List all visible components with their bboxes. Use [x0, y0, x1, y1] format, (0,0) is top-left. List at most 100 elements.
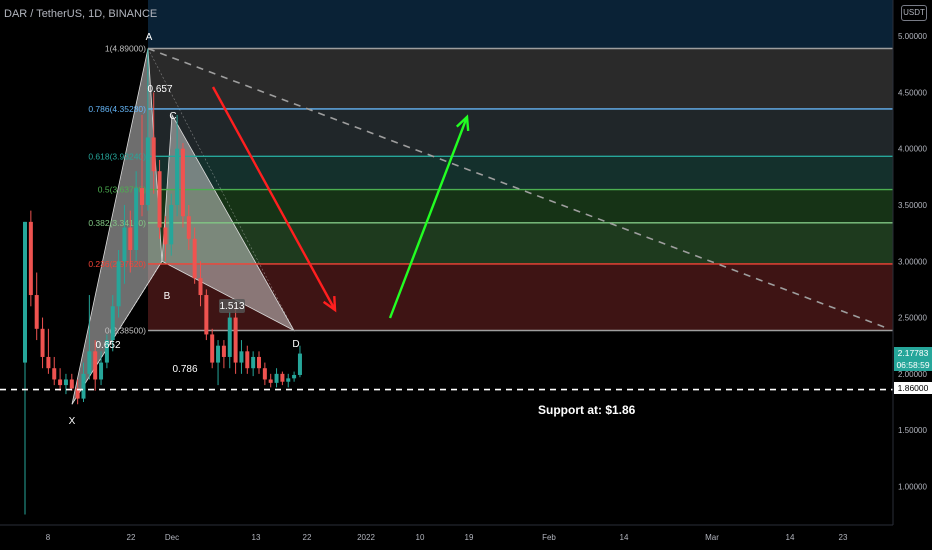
candle [180, 143, 185, 228]
candle [122, 204, 127, 284]
candle-body [233, 317, 238, 363]
symbol-title[interactable]: DAR / TetherUS, 1D, BINANCE [4, 8, 158, 20]
candle [46, 328, 51, 374]
ratio-label-cd: 1.513 [219, 301, 244, 312]
candle [245, 345, 250, 374]
time-tick-label: Mar [705, 533, 719, 542]
candle [134, 171, 139, 262]
candle [239, 340, 244, 374]
pattern-point-X: X [69, 416, 76, 427]
candle [186, 204, 191, 251]
time-tick-label: 23 [839, 533, 848, 542]
candle [99, 351, 104, 386]
candle-body [286, 378, 291, 382]
candle-body [180, 148, 185, 217]
candle-body [157, 171, 162, 228]
candle-body [257, 356, 261, 369]
bearish-arrow-shaft [211, 86, 337, 311]
price-tick-label: 5.00000 [898, 32, 927, 41]
candle-body [251, 356, 256, 369]
candle-body [163, 227, 168, 245]
candle [110, 295, 115, 352]
candle-body [280, 373, 285, 382]
candle-body [221, 345, 226, 357]
candle [268, 373, 273, 388]
candle-body [140, 188, 144, 205]
fib-zone-top [148, 0, 893, 49]
candle-body [192, 238, 197, 279]
candle [163, 216, 168, 262]
candle [262, 362, 267, 386]
candle [210, 328, 215, 369]
candle [157, 159, 162, 239]
bearish-arrow-head [322, 295, 337, 313]
candle-body [34, 295, 39, 329]
fib-zone-0.5 [148, 189, 893, 223]
pattern-point-D: D [292, 339, 299, 350]
price-tick-label: 2.50000 [898, 314, 927, 323]
candle [58, 368, 63, 391]
fib-label-0: 0(2.38500) [105, 326, 146, 336]
currency-button[interactable]: USDT [901, 5, 927, 21]
candle-body [186, 216, 191, 239]
candle [251, 351, 256, 377]
time-tick-label: 22 [127, 533, 136, 542]
candle [93, 340, 98, 391]
candle-body [75, 388, 80, 399]
candle [192, 227, 197, 284]
fib-label-0.5: 0.5(3.63700) [98, 185, 146, 195]
candle-body [274, 373, 279, 383]
price-tick-label: 4.00000 [898, 145, 927, 154]
candle-body [151, 137, 156, 172]
candle-body [122, 227, 127, 262]
candle [34, 272, 39, 341]
candle-body [52, 368, 57, 380]
bullish-arrow [388, 114, 470, 319]
candle-body [23, 221, 27, 363]
countdown-timer: 06:58:59 [896, 360, 930, 370]
candle-body [204, 295, 209, 335]
ratio-label-cd-bg [219, 299, 245, 313]
candle-body [81, 373, 86, 399]
price-tick-label: 4.50000 [898, 88, 927, 97]
candle-body [110, 306, 115, 341]
candle-body [210, 334, 215, 363]
candle-body [87, 351, 92, 374]
fib-zone-1 [148, 48, 893, 109]
candle [145, 48, 150, 211]
price-tick-label: 1.50000 [898, 426, 927, 435]
pattern-point-B: B [164, 291, 171, 302]
candle [128, 210, 133, 273]
candle-body [262, 368, 267, 380]
candle [286, 373, 291, 388]
time-tick-label: 14 [786, 533, 795, 542]
time-tick-label: 2022 [357, 533, 375, 542]
candle [274, 368, 279, 388]
time-tick-label: Dec [165, 533, 179, 542]
price-tick-label: 1.00000 [898, 482, 927, 491]
pattern-point-C: C [169, 111, 176, 122]
ratio-label-bd: 0.786 [172, 364, 197, 375]
fib-label-1: 1(4.89000) [105, 44, 146, 54]
candle [280, 371, 285, 386]
candle [69, 373, 74, 391]
candle [257, 351, 261, 374]
candle-body [69, 379, 74, 389]
candle-body [239, 351, 244, 363]
support-annotation: Support at: $1.86 [538, 403, 636, 417]
fib-zone-0.786 [148, 108, 893, 157]
bullish-arrow-head [455, 114, 470, 132]
candle-body [134, 188, 139, 251]
time-tick-label: 22 [303, 533, 312, 542]
time-tick-label: 13 [252, 533, 261, 542]
candle-body [175, 148, 180, 205]
candle [221, 340, 226, 369]
last-price-label: 2.17783 06:58:59 [894, 347, 932, 371]
candle-body [104, 340, 109, 363]
trendline-dashed [147, 47, 890, 330]
time-tick-label: 19 [465, 533, 474, 542]
candle [104, 334, 109, 369]
candle-body [58, 379, 63, 386]
